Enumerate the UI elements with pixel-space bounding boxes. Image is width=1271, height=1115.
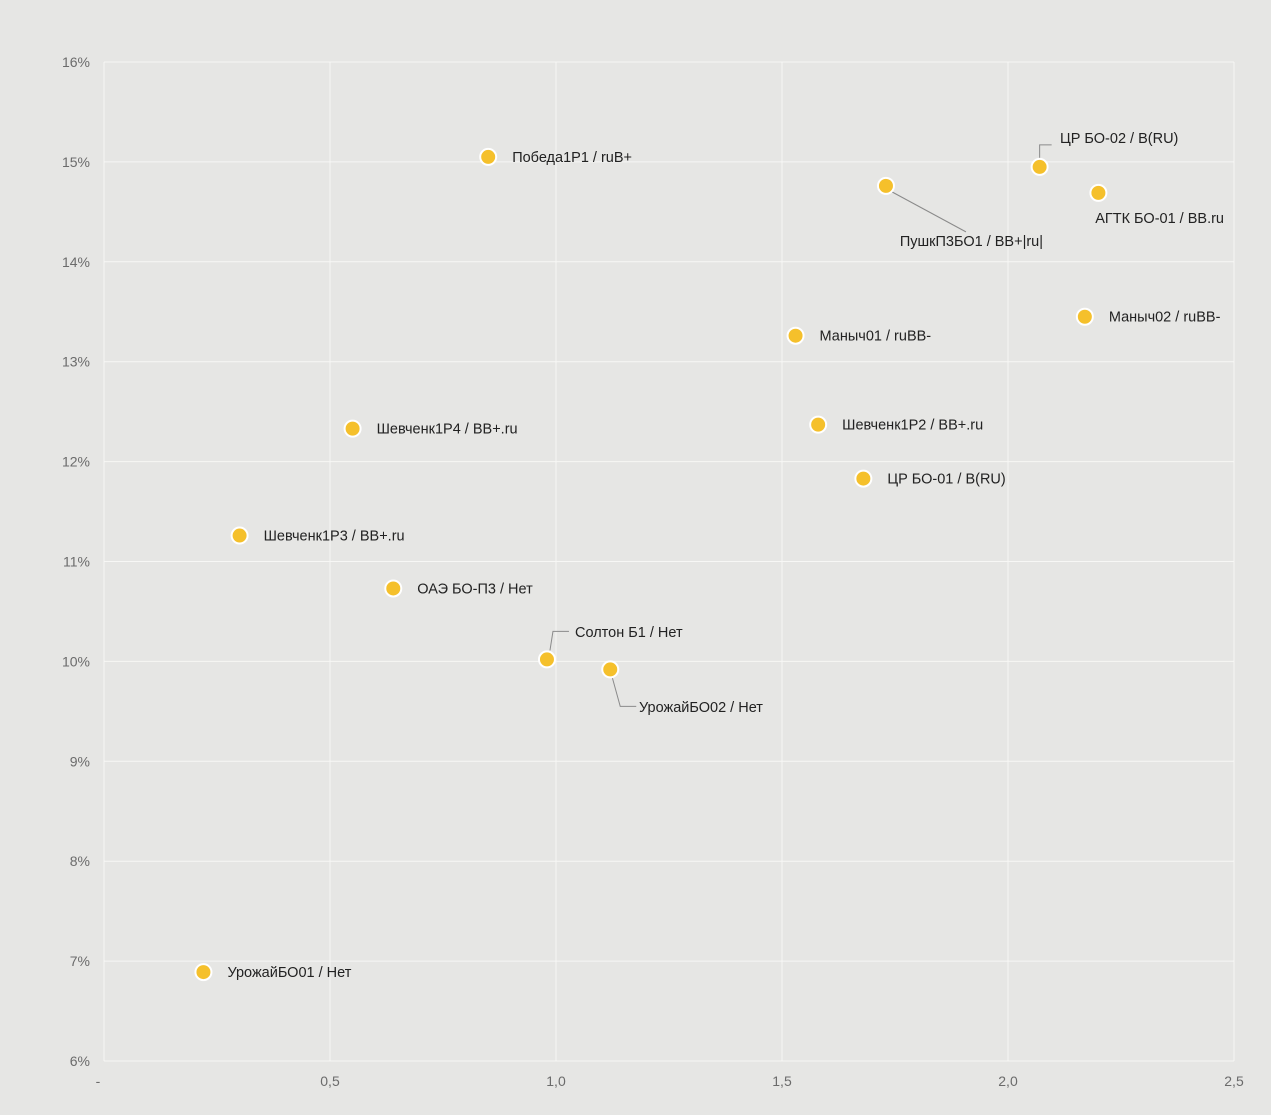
y-tick-label: 14% <box>62 254 90 270</box>
data-point <box>1030 157 1049 176</box>
point-label: Шевченк1Р3 / BB+.ru <box>264 529 405 545</box>
y-tick-label: 8% <box>70 853 90 869</box>
data-point <box>809 415 828 434</box>
data-point <box>194 963 213 982</box>
y-tick-label: 7% <box>70 953 90 969</box>
data-point <box>1089 183 1108 202</box>
leader-line <box>549 630 569 651</box>
axis-tick-labels: 6% 7% 8% 9% 10% 11% 12% 13% 14% 15% 16% - 0,5 1,0 1,5 2… <box>62 54 1244 1089</box>
leader-lines <box>549 144 1052 707</box>
point-label: УрожайБО01 / Нет <box>227 965 351 981</box>
point-label: Шевченк1Р2 / BB+.ru <box>842 418 983 434</box>
point-label: Победа1Р1 / ruB+ <box>512 150 632 166</box>
x-tick-label: 2,0 <box>998 1073 1018 1089</box>
point-label: Солтон Б1 / Нет <box>575 625 683 641</box>
data-point <box>854 469 873 488</box>
point-label: ОАЭ БО-П3 / Нет <box>417 581 533 597</box>
data-point <box>230 526 249 545</box>
data-point <box>343 419 362 438</box>
data-point <box>384 579 403 598</box>
leader-line <box>1039 144 1052 158</box>
data-point <box>876 176 895 195</box>
y-tick-label: 13% <box>62 354 90 370</box>
x-tick-label: 1,0 <box>546 1073 566 1089</box>
data-point <box>537 650 556 669</box>
y-tick-label: 16% <box>62 54 90 70</box>
data-point <box>479 147 498 166</box>
point-label: Маныч01 / ruBB- <box>820 329 932 345</box>
point-label: АГТК БО-01 / BB.ru <box>1095 211 1224 227</box>
x-tick-label: 1,5 <box>772 1073 792 1089</box>
point-labels: Победа1Р1 / ruB+ ЦР БО-02 / B(RU) ПушкП3БО… <box>227 131 1224 981</box>
point-label: ЦР БО-02 / B(RU) <box>1060 131 1178 147</box>
point-label: УрожайБО02 / Нет <box>639 700 763 716</box>
data-point <box>1075 307 1094 326</box>
y-tick-label: 6% <box>70 1053 90 1069</box>
leader-line <box>891 191 967 233</box>
x-tick-label: 2,5 <box>1224 1073 1244 1089</box>
point-label: Маныч02 / ruBB- <box>1109 310 1221 326</box>
x-tick-label: 0,5 <box>320 1073 340 1089</box>
y-tick-label: 10% <box>62 653 90 669</box>
data-point <box>786 326 805 345</box>
y-tick-label: 9% <box>70 753 90 769</box>
point-label: ЦР БО-01 / B(RU) <box>887 472 1005 488</box>
point-label: Шевченк1Р4 / BB+.ru <box>377 422 518 438</box>
grid-lines <box>103 61 1235 1062</box>
point-label: ПушкП3БО1 / BB+|ru| <box>900 234 1043 250</box>
data-point <box>601 660 620 679</box>
leader-line <box>611 677 637 707</box>
y-tick-label: 15% <box>62 154 90 170</box>
x-tick-label: - <box>96 1073 101 1089</box>
data-points <box>194 147 1108 982</box>
y-tick-label: 11% <box>63 554 90 570</box>
y-tick-label: 12% <box>62 454 90 470</box>
